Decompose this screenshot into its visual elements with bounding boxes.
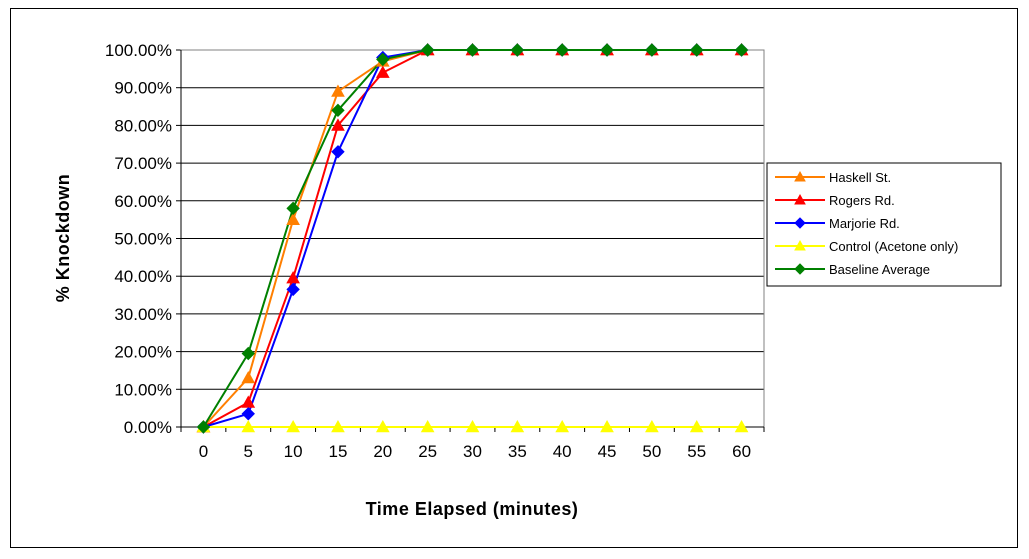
data-point xyxy=(734,419,749,433)
y-axis-title: % Knockdown xyxy=(53,174,73,303)
x-tick-label: 55 xyxy=(687,442,706,461)
data-point xyxy=(286,419,300,433)
data-point xyxy=(600,43,614,57)
data-point xyxy=(689,419,704,433)
y-tick-label: 20.00% xyxy=(114,343,172,362)
axes xyxy=(176,49,765,432)
data-point xyxy=(331,419,345,433)
data-point xyxy=(690,43,704,57)
x-tick-label: 25 xyxy=(418,442,437,461)
data-point xyxy=(375,65,390,78)
x-tick-label: 30 xyxy=(463,442,482,461)
data-point xyxy=(331,145,345,159)
y-tick-label: 10.00% xyxy=(114,380,172,399)
data-point xyxy=(286,282,300,297)
x-tick-label: 45 xyxy=(598,442,617,461)
x-tick-label: 5 xyxy=(244,442,253,461)
data-point xyxy=(555,43,569,57)
data-point xyxy=(465,43,480,57)
y-tick-label: 90.00% xyxy=(114,79,172,98)
legend-label: Control (Acetone only) xyxy=(829,239,958,254)
data-point xyxy=(196,420,211,434)
legend-label: Haskell St. xyxy=(829,170,891,185)
data-point xyxy=(645,419,659,433)
legend: Haskell St. Rogers Rd. Marjorie Rd. Control… xyxy=(766,162,1002,287)
data-point xyxy=(375,419,390,433)
x-tick-label: 60 xyxy=(732,442,751,461)
data-point xyxy=(510,43,525,57)
y-tick-label: 100.00% xyxy=(105,41,172,60)
data-point xyxy=(376,52,390,67)
x-tick-label: 40 xyxy=(553,442,572,461)
data-point xyxy=(510,419,525,433)
data-point xyxy=(241,407,255,421)
x-tick-labels: 0 5 10 15 20 25 30 35 40 45 50 55 60 xyxy=(199,442,751,461)
y-tick-labels: 0.00% 10.00% 20.00% 30.00% 40.00% 50.00% 60.00… xyxy=(105,41,172,437)
x-tick-label: 35 xyxy=(508,442,527,461)
legend-label: Rogers Rd. xyxy=(829,193,895,208)
x-tick-label: 15 xyxy=(329,442,348,461)
data-point xyxy=(555,419,570,433)
data-point xyxy=(420,419,435,433)
y-tick-label: 50.00% xyxy=(114,230,172,249)
legend-swatch-marker xyxy=(794,170,806,182)
y-tick-label: 70.00% xyxy=(114,154,172,173)
x-tick-label: 50 xyxy=(642,442,661,461)
y-tick-label: 60.00% xyxy=(114,192,172,211)
y-tick-label: 30.00% xyxy=(114,305,172,324)
gridlines xyxy=(181,49,764,390)
data-point xyxy=(420,43,435,57)
x-axis-title: Time Elapsed (minutes) xyxy=(366,499,579,519)
legend-swatch-marker xyxy=(794,217,806,229)
data-point xyxy=(331,118,345,131)
data-point xyxy=(286,212,300,225)
x-tick-label: 10 xyxy=(284,442,303,461)
data-point xyxy=(241,346,255,361)
legend-label: Baseline Average xyxy=(829,262,930,277)
data-point xyxy=(331,84,345,97)
data-point xyxy=(331,103,345,118)
legend-label: Marjorie Rd. xyxy=(829,216,900,231)
data-point xyxy=(241,370,256,384)
data-point xyxy=(286,201,300,216)
y-tick-label: 40.00% xyxy=(114,267,172,286)
legend-swatch-marker xyxy=(794,263,806,275)
data-point xyxy=(734,43,749,57)
x-tick-label: 0 xyxy=(199,442,208,461)
x-tick-label: 20 xyxy=(373,442,392,461)
data-point xyxy=(645,43,659,57)
y-tick-label: 0.00% xyxy=(124,418,172,437)
series-markers xyxy=(196,42,749,434)
legend-box xyxy=(766,162,1002,287)
legend-swatch-marker xyxy=(794,239,806,251)
data-point xyxy=(465,419,480,433)
y-tick-label: 80.00% xyxy=(114,116,172,135)
data-point xyxy=(600,419,614,433)
data-point xyxy=(241,419,256,433)
legend-swatch-marker xyxy=(794,193,806,205)
